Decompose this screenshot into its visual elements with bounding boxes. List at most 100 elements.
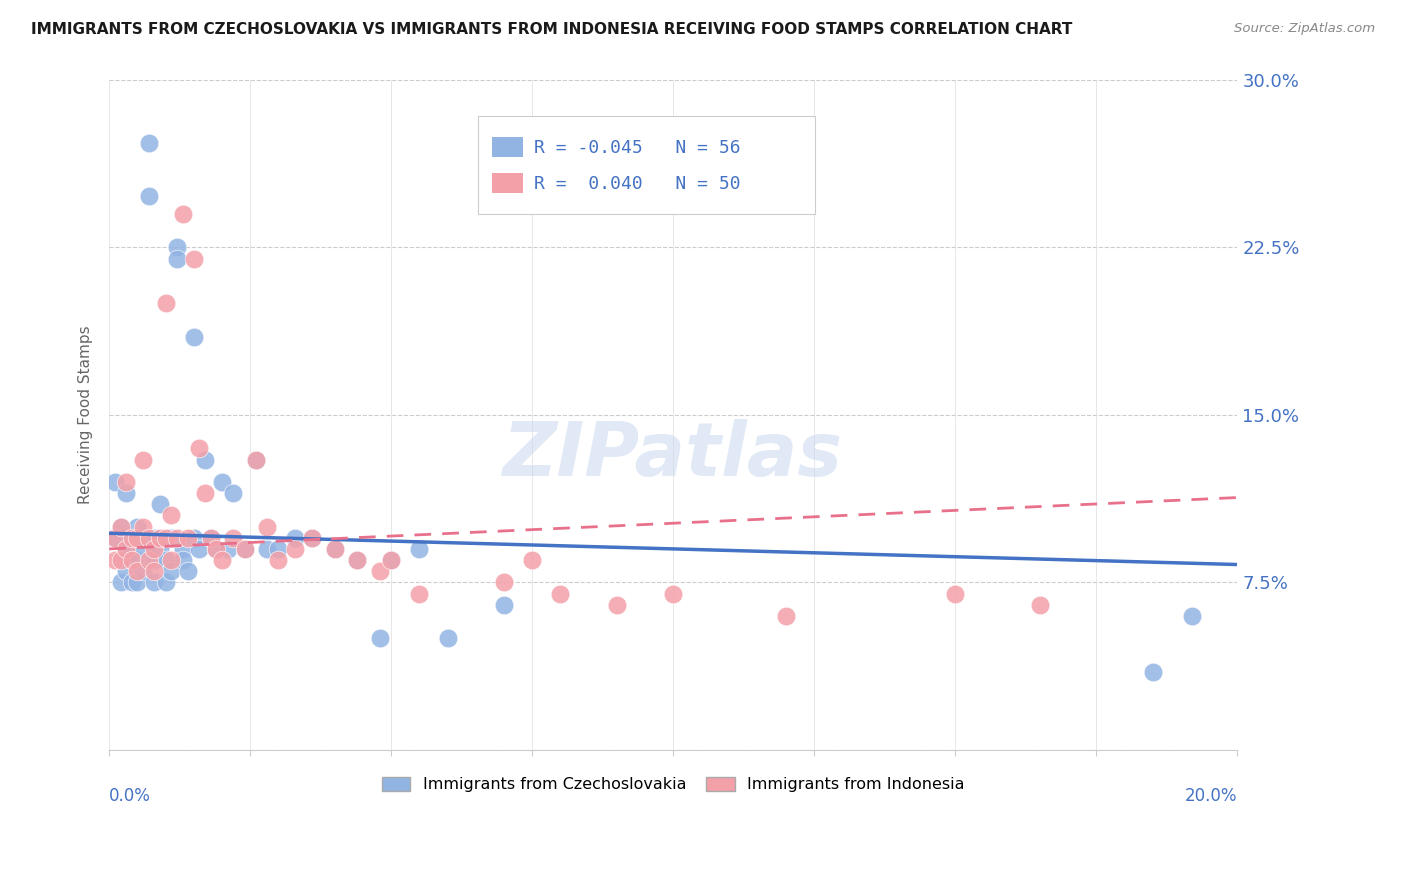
- Text: Source: ZipAtlas.com: Source: ZipAtlas.com: [1234, 22, 1375, 36]
- Point: [408, 586, 430, 600]
- Point: [1181, 608, 1204, 623]
- Point: [284, 541, 307, 556]
- Point: [346, 553, 368, 567]
- Point: [188, 442, 211, 456]
- Point: [110, 519, 132, 533]
- Point: [200, 531, 222, 545]
- Point: [233, 541, 256, 556]
- Point: [166, 252, 188, 266]
- Point: [267, 553, 290, 567]
- Text: ZIPatlas: ZIPatlas: [503, 418, 844, 491]
- Point: [211, 553, 233, 567]
- Point: [143, 564, 166, 578]
- Text: IMMIGRANTS FROM CZECHOSLOVAKIA VS IMMIGRANTS FROM INDONESIA RECEIVING FOOD STAMP: IMMIGRANTS FROM CZECHOSLOVAKIA VS IMMIGR…: [31, 22, 1073, 37]
- Point: [200, 531, 222, 545]
- Point: [166, 240, 188, 254]
- Point: [104, 531, 127, 545]
- Point: [177, 564, 200, 578]
- Point: [132, 541, 155, 556]
- Text: R = -0.045   N = 56: R = -0.045 N = 56: [534, 139, 741, 157]
- Point: [160, 553, 183, 567]
- Point: [115, 564, 138, 578]
- Point: [550, 586, 572, 600]
- Point: [233, 541, 256, 556]
- Point: [160, 564, 183, 578]
- Point: [121, 531, 143, 545]
- Point: [368, 631, 391, 645]
- Point: [211, 475, 233, 489]
- Text: R =  0.040   N = 50: R = 0.040 N = 50: [534, 175, 741, 193]
- Point: [115, 486, 138, 500]
- Point: [380, 553, 402, 567]
- Y-axis label: Receiving Food Stamps: Receiving Food Stamps: [79, 326, 93, 504]
- Point: [205, 541, 228, 556]
- Point: [368, 564, 391, 578]
- Point: [132, 452, 155, 467]
- Point: [104, 475, 127, 489]
- Point: [183, 330, 205, 344]
- Point: [606, 598, 628, 612]
- Point: [127, 519, 149, 533]
- Point: [115, 541, 138, 556]
- Point: [143, 541, 166, 556]
- Point: [177, 531, 200, 545]
- Point: [943, 586, 966, 600]
- Point: [775, 608, 797, 623]
- Point: [408, 541, 430, 556]
- Point: [662, 586, 685, 600]
- Point: [194, 486, 217, 500]
- Point: [149, 531, 172, 545]
- Point: [155, 531, 177, 545]
- Point: [143, 575, 166, 590]
- Point: [380, 553, 402, 567]
- Point: [132, 564, 155, 578]
- Point: [172, 207, 194, 221]
- Point: [284, 531, 307, 545]
- Point: [138, 531, 160, 545]
- Point: [256, 519, 278, 533]
- Point: [436, 631, 458, 645]
- Text: 20.0%: 20.0%: [1185, 787, 1237, 805]
- Point: [115, 475, 138, 489]
- Point: [110, 519, 132, 533]
- Point: [301, 531, 323, 545]
- Point: [143, 553, 166, 567]
- Point: [183, 531, 205, 545]
- Point: [346, 553, 368, 567]
- Point: [138, 553, 160, 567]
- Point: [166, 531, 188, 545]
- Point: [104, 553, 127, 567]
- Point: [194, 452, 217, 467]
- Text: 0.0%: 0.0%: [110, 787, 150, 805]
- Point: [143, 531, 166, 545]
- Point: [121, 553, 143, 567]
- Point: [110, 553, 132, 567]
- Point: [188, 541, 211, 556]
- Point: [1142, 665, 1164, 679]
- Point: [155, 553, 177, 567]
- Point: [494, 598, 516, 612]
- Point: [121, 531, 143, 545]
- Point: [205, 541, 228, 556]
- Point: [256, 541, 278, 556]
- Point: [217, 541, 239, 556]
- Point: [183, 252, 205, 266]
- Point: [155, 575, 177, 590]
- Point: [155, 296, 177, 310]
- Point: [115, 541, 138, 556]
- Point: [245, 452, 267, 467]
- Point: [110, 553, 132, 567]
- Point: [323, 541, 346, 556]
- Point: [160, 531, 183, 545]
- Point: [522, 553, 544, 567]
- Point: [127, 564, 149, 578]
- Legend: Immigrants from Czechoslovakia, Immigrants from Indonesia: Immigrants from Czechoslovakia, Immigran…: [375, 771, 972, 799]
- Point: [110, 575, 132, 590]
- Point: [222, 531, 245, 545]
- Point: [149, 541, 172, 556]
- Point: [172, 553, 194, 567]
- Point: [222, 486, 245, 500]
- Point: [138, 136, 160, 150]
- Point: [127, 531, 149, 545]
- Point: [1029, 598, 1052, 612]
